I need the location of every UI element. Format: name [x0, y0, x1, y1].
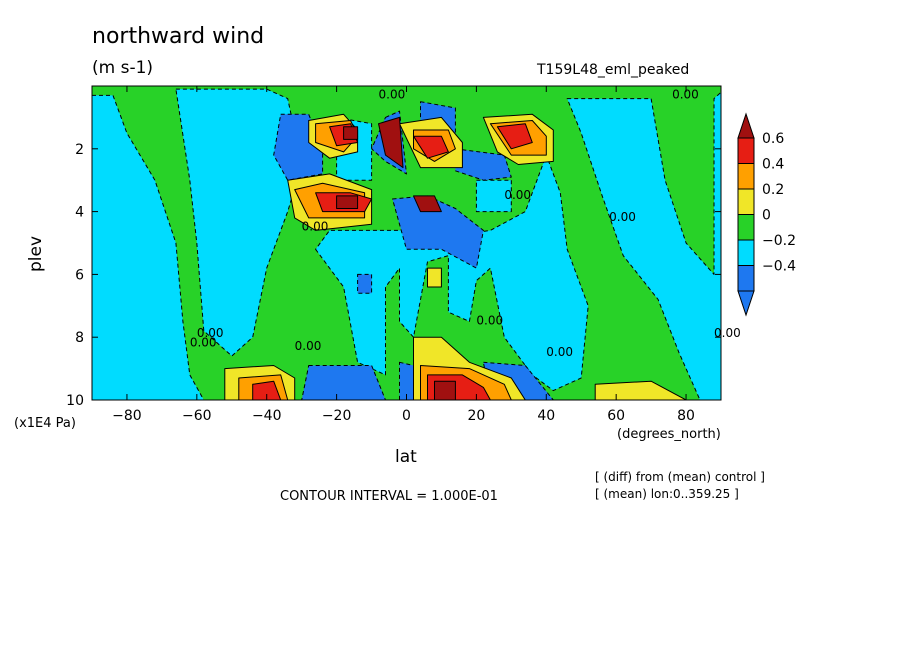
contour-interval-text: CONTOUR INTERVAL = 1.000E-01: [280, 489, 498, 504]
x-axis-units: (degrees_north): [617, 427, 721, 442]
x-tick-label: −20: [322, 408, 352, 424]
contour-region-11: [301, 365, 386, 400]
contour-region-1: [175, 88, 303, 357]
contour-region-34: [413, 135, 449, 159]
run-name: T159L48_eml_peaked: [537, 62, 690, 78]
x-axis: −80 −60 −40 −20 0 20 40 60 80: [112, 86, 695, 424]
contour-region-3: [566, 91, 721, 400]
chart-units: (m s-1): [92, 58, 154, 78]
diff-note: [ (diff) from (mean) control ]: [595, 470, 765, 484]
contour-label: 0.00: [714, 326, 741, 340]
x-tick-label: 40: [537, 408, 555, 424]
contour-region-33: [496, 123, 533, 150]
contour-region-36: [336, 195, 359, 209]
contour-region-37: [434, 380, 456, 400]
contour-region-22: [594, 380, 687, 400]
contour-label: 0.00: [609, 210, 636, 224]
x-tick-label: 80: [677, 408, 695, 424]
colorbar-segment: [737, 214, 755, 241]
x-tick-label: 20: [467, 408, 485, 424]
colorbar-tick-label: 0: [762, 208, 771, 224]
colorbar-tick-label: 0.2: [762, 182, 784, 198]
contour-label: 0.00: [546, 345, 573, 359]
contour-fill-layer: [92, 88, 721, 400]
contour-label: 0.00: [379, 88, 406, 102]
x-tick-label: 60: [607, 408, 625, 424]
contour-region-5: [475, 179, 512, 213]
x-axis-label: lat: [395, 447, 417, 467]
contour-label: 0.00: [190, 336, 217, 350]
colorbar-segment: [737, 239, 755, 266]
contour-label: 0.00: [504, 188, 531, 202]
contour-label: 0.00: [476, 314, 503, 328]
colorbar-segment: [737, 265, 755, 292]
contour-region-21: [427, 267, 442, 288]
contour-region-14: [399, 361, 414, 400]
contour-region-13: [357, 273, 373, 294]
colorbar-segment: [737, 137, 755, 164]
x-tick-label: −80: [112, 408, 142, 424]
contour-label: 0.00: [302, 219, 329, 233]
contour-region-39: [413, 195, 442, 213]
contour-region-8: [392, 195, 484, 269]
colorbar-segment: [737, 188, 755, 215]
x-tick-label: −40: [252, 408, 282, 424]
contour-label: 0.00: [197, 326, 224, 340]
y-axis: 2 4 6 8 10: [66, 142, 721, 409]
colorbar-tick-label: 0.6: [762, 131, 784, 147]
contour-label: 0.00: [672, 88, 699, 102]
contour-region-35: [343, 126, 359, 140]
colorbar-tick-label: −0.4: [762, 259, 796, 275]
colorbar: 0.6 0.4 0.2 0 −0.2 −0.4: [737, 112, 796, 317]
colorbar-tick-label: 0.4: [762, 157, 784, 173]
colorbar-tick-label: −0.2: [762, 233, 796, 249]
y-axis-label: plev: [26, 235, 47, 273]
y-tick-label: 6: [75, 267, 84, 283]
mean-note: [ (mean) lon:0..359.25 ]: [595, 487, 739, 501]
y-tick-label: 2: [75, 142, 84, 158]
y-tick-label: 10: [66, 393, 84, 409]
chart-title: northward wind: [92, 24, 265, 49]
y-axis-units: (x1E4 Pa): [14, 416, 76, 431]
contour-label-layer: 0.000.000.000.000.000.000.000.000.000.00…: [190, 88, 741, 359]
contour-region-31: [252, 380, 282, 400]
y-tick-label: 4: [75, 205, 84, 221]
contour-label: 0.00: [295, 339, 322, 353]
colorbar-bottom-arrow: [737, 290, 755, 317]
colorbar-top-arrow: [737, 112, 755, 139]
y-tick-label: 8: [75, 330, 84, 346]
contour-region-0: [92, 94, 205, 400]
colorbar-segment: [737, 163, 755, 190]
contour-region-38: [378, 116, 404, 169]
x-tick-label: −60: [182, 408, 212, 424]
x-tick-label: 0: [402, 408, 411, 424]
